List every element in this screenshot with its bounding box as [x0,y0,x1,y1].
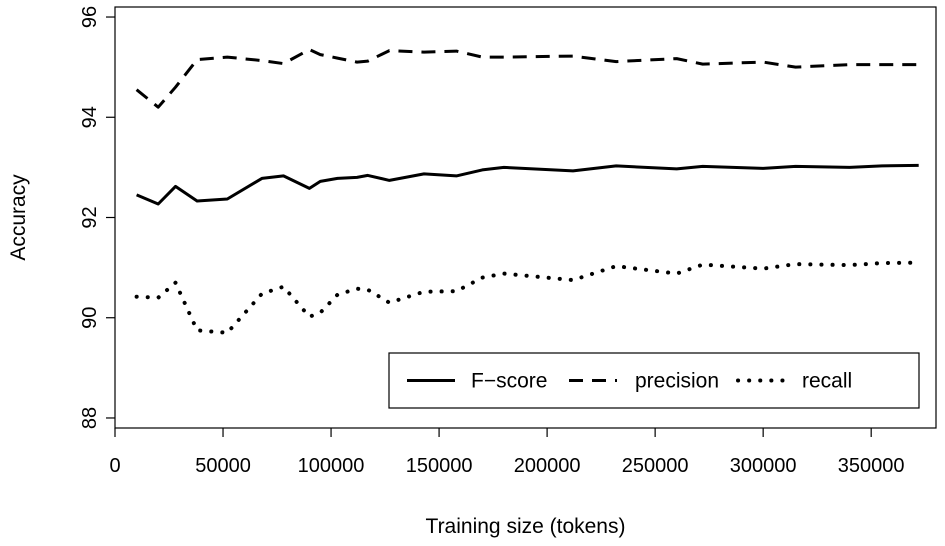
x-tick-label: 50000 [195,455,251,477]
x-tick-label: 200000 [514,455,581,477]
y-tick-label: 94 [79,106,101,128]
legend: F−score precision recall [388,352,920,409]
legend-box [388,352,920,409]
series-line-1 [135,48,919,109]
series-layer [134,48,921,335]
y-tick-label: 92 [79,206,101,228]
y-tick-label: 96 [79,6,101,28]
x-axis-title: Training size (tokens) [426,515,626,538]
x-tick-label: 250000 [622,455,689,477]
x-tick-label: 150000 [406,455,473,477]
legend-label-0: F−score [471,370,547,393]
x-tick-label: 350000 [838,455,905,477]
y-tick-label: 90 [79,307,101,329]
legend-label-1: precision [635,370,719,393]
x-tick-label: 300000 [730,455,797,477]
y-tick-label: 88 [79,407,101,429]
legend-label-2: recall [802,370,852,393]
y-axis-title: Accuracy [7,174,30,261]
x-tick-label: 100000 [298,455,365,477]
axes: 0 50000 100000 150000 200000 250000 300000 3500… [79,6,937,477]
series-line-2 [134,260,921,335]
x-tick-label: 0 [109,455,120,477]
series-line-0 [136,163,919,206]
